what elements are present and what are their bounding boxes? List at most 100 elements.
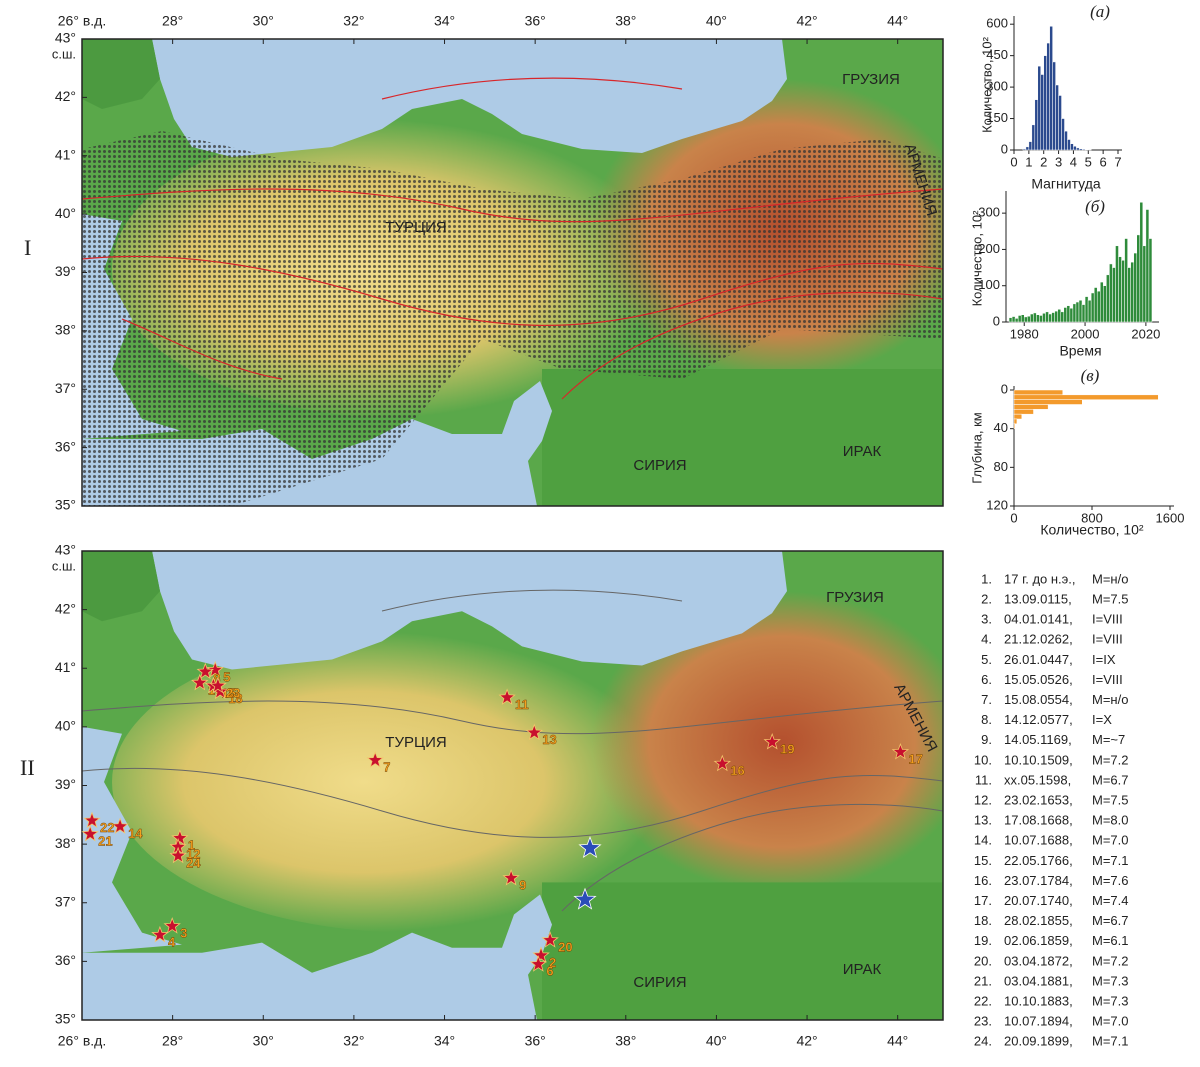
x-tick-label: 36° — [525, 13, 546, 29]
event-number: 9 — [519, 878, 526, 893]
event-number: 5 — [223, 669, 230, 684]
event-magnitude: M=6.7 — [1092, 772, 1129, 787]
event-date: 20.07.1740, — [1004, 893, 1073, 908]
country-label: ТУРЦИЯ — [385, 219, 446, 236]
y-axis-label: Глубина, км — [969, 412, 984, 484]
histogram-bar — [1050, 26, 1053, 150]
histogram-bar — [1097, 291, 1100, 322]
histogram-bar — [1021, 315, 1024, 322]
x-tick-label: 38° — [615, 1033, 636, 1049]
histogram-bar — [1070, 308, 1073, 322]
event-magnitude: I=X — [1092, 712, 1112, 727]
country-label: СИРИЯ — [633, 457, 686, 474]
histogram-bar — [1082, 149, 1085, 150]
event-date: 26.01.0447, — [1004, 652, 1073, 667]
y-tick-label: 43° — [55, 542, 76, 558]
histogram-bar — [1112, 268, 1115, 322]
histogram-bar — [1076, 302, 1079, 322]
event-number: 17 — [908, 752, 922, 767]
x-tick-label: 26° в.д. — [58, 13, 106, 29]
event-magnitude: M=7.1 — [1092, 1034, 1129, 1049]
x-tick-label: 0 — [1010, 154, 1017, 169]
histogram-bar — [1032, 125, 1035, 150]
histogram-bar — [1064, 307, 1067, 322]
histogram-bar — [1014, 400, 1082, 405]
y-tick-label: 36° — [55, 438, 76, 454]
event-magnitude: M=н/о — [1092, 692, 1128, 707]
histogram-bar — [1134, 253, 1137, 322]
event-index: 2. — [981, 592, 992, 607]
histogram-bar — [1079, 300, 1082, 322]
histogram-bar — [1085, 297, 1088, 322]
histogram-bar — [1137, 235, 1140, 322]
event-number: 21 — [98, 834, 112, 849]
panel-title: (б) — [1085, 197, 1105, 216]
x-axis-label: Магнитуда — [1031, 176, 1101, 192]
histogram-bar — [1014, 409, 1034, 414]
histogram-bar — [1042, 313, 1045, 322]
event-magnitude: M=8.0 — [1092, 813, 1129, 828]
event-date: 14.05.1169, — [1004, 732, 1072, 747]
x-tick-label: 0 — [1010, 510, 1017, 525]
x-tick-label: 7 — [1114, 154, 1121, 169]
event-magnitude: M=н/о — [1092, 571, 1128, 586]
country-label: ГРУЗИЯ — [842, 71, 900, 88]
histogram-bar — [1140, 202, 1143, 322]
x-axis-label: Количество, 10² — [1040, 522, 1144, 538]
panel-title: (в) — [1081, 366, 1100, 385]
event-index: 20. — [974, 953, 992, 968]
histogram-bar — [1131, 262, 1134, 322]
event-magnitude: M=7.0 — [1092, 833, 1129, 848]
event-index: 6. — [981, 672, 992, 687]
event-index: 9. — [981, 732, 992, 747]
event-date: 13.09.0115, — [1004, 592, 1072, 607]
x-tick-label: 42° — [796, 1033, 817, 1049]
event-number: 20 — [558, 940, 572, 955]
histogram-bar — [1055, 311, 1058, 322]
histogram-bar — [1052, 313, 1055, 322]
event-number: 22 — [100, 820, 114, 835]
y-axis-label: Количество, 10² — [969, 210, 984, 306]
x-tick-label: 40° — [706, 1033, 727, 1049]
event-date: 28.02.1855, — [1004, 913, 1073, 928]
histogram-bar — [1106, 275, 1109, 322]
event-number: 7 — [383, 760, 390, 775]
histogram-bar — [1146, 210, 1149, 322]
event-index: 8. — [981, 712, 992, 727]
histogram-bar — [1046, 312, 1049, 322]
event-date: 04.01.0141, — [1004, 612, 1073, 627]
histogram-bar — [1033, 313, 1036, 322]
map-relief — [82, 551, 972, 1020]
y-tick-label: 40° — [55, 205, 76, 221]
x-tick-label: 1600 — [1156, 510, 1185, 525]
event-index: 3. — [981, 612, 992, 627]
x-tick-label: 2020 — [1131, 326, 1160, 341]
event-magnitude: M=6.7 — [1092, 913, 1129, 928]
histogram-bar — [1065, 131, 1068, 150]
x-tick-label: 44° — [887, 13, 908, 29]
histogram-bar — [1070, 144, 1073, 150]
histogram-bar — [1030, 314, 1033, 322]
event-index: 10. — [974, 752, 992, 767]
histogram-bar — [1088, 300, 1091, 322]
event-magnitude: M=7.0 — [1092, 1014, 1129, 1029]
histogram-bar — [1012, 317, 1015, 322]
histogram-bar — [1044, 56, 1047, 150]
y-tick-label: 38° — [55, 835, 76, 851]
y-tick-label: 0 — [993, 313, 1000, 328]
event-date: 10.07.1894, — [1004, 1014, 1073, 1029]
event-number: 19 — [780, 742, 794, 757]
y-tick-label: 43° — [55, 30, 76, 46]
histogram-bar — [1073, 304, 1076, 322]
x-tick-label: 28° — [162, 1033, 183, 1049]
event-number: 3 — [180, 926, 187, 941]
histogram-bar — [1079, 149, 1082, 150]
event-date: 03.04.1881, — [1004, 973, 1073, 988]
event-date: 03.04.1872, — [1004, 953, 1073, 968]
histogram-bar — [1094, 288, 1097, 322]
event-index: 13. — [974, 813, 992, 828]
histogram-bar — [1128, 268, 1131, 322]
event-magnitude: I=VIII — [1092, 672, 1123, 687]
x-tick-label: 34° — [434, 1033, 455, 1049]
